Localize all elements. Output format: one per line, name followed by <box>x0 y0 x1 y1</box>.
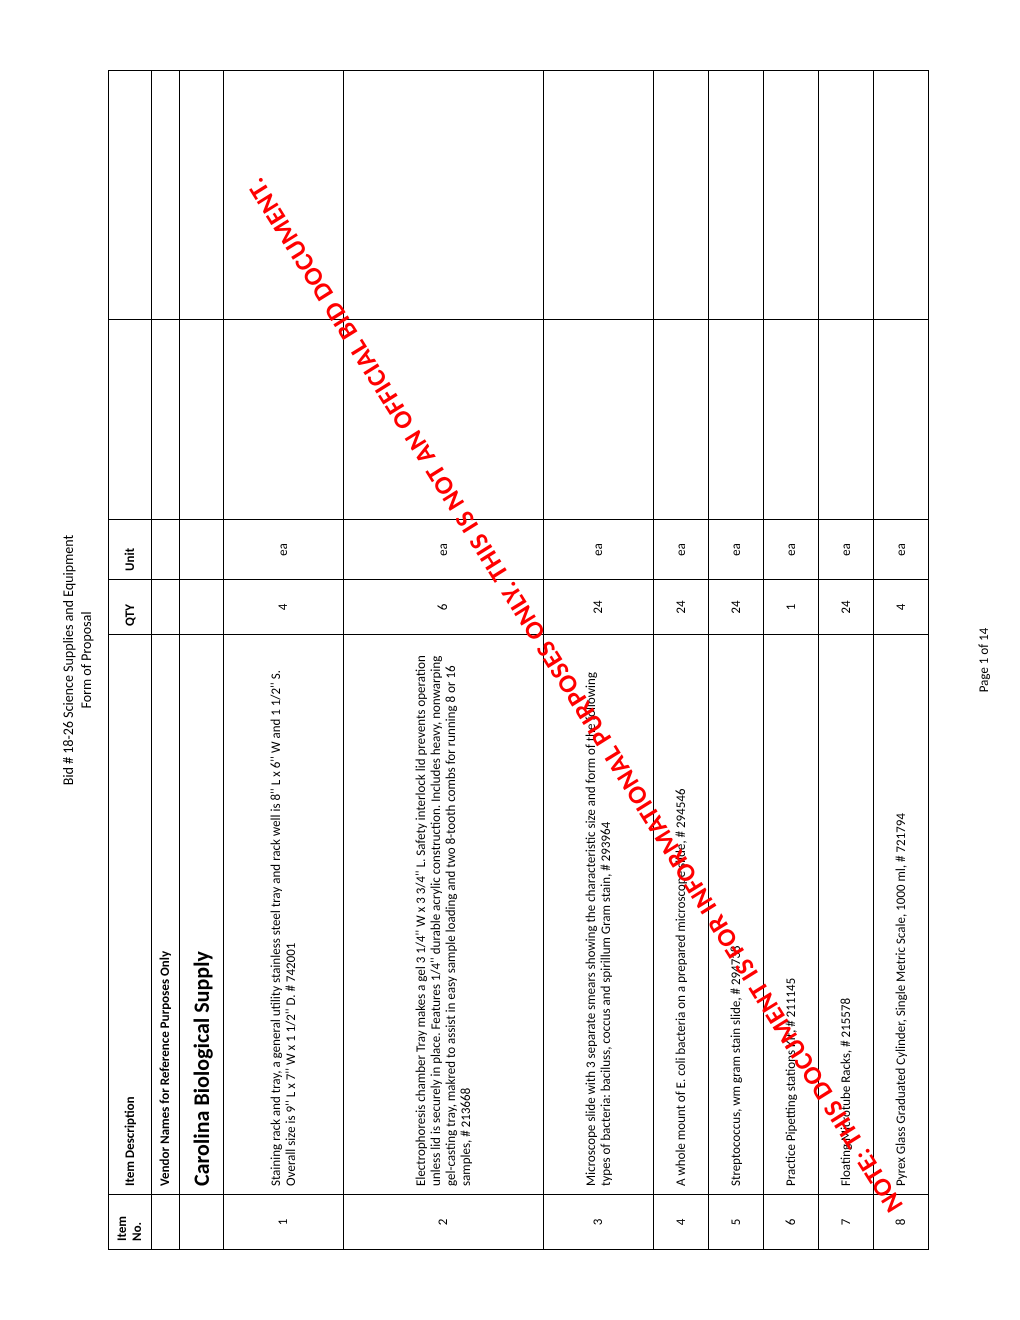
cell-blank-2 <box>344 71 544 320</box>
col-unit: Unit <box>109 520 152 580</box>
cell-blank-1 <box>819 320 874 520</box>
cell-unit: ea <box>654 520 709 580</box>
table-row: 3Microscope slide with 3 separate smears… <box>544 71 654 1250</box>
cell-item-no: 4 <box>654 1195 709 1250</box>
cell-blank-1 <box>874 320 929 520</box>
cell-unit: ea <box>874 520 929 580</box>
title-line-1: Bid # 18-26 Science Supplies and Equipme… <box>60 70 78 1250</box>
cell-blank-2 <box>874 71 929 320</box>
cell-blank-1 <box>344 320 544 520</box>
supplier-name: Carolina Biological Supply <box>180 635 224 1195</box>
cell-blank-1 <box>224 320 344 520</box>
col-blank-2 <box>109 71 152 320</box>
cell-unit: ea <box>544 520 654 580</box>
cell-item-desc: A whole mount of E. coli bacteria on a p… <box>654 635 709 1195</box>
cell-blank-1 <box>544 320 654 520</box>
cell-qty: 24 <box>819 580 874 635</box>
title-line-2: Form of Proposal <box>78 70 96 1250</box>
cell-item-desc: Staining rack and tray, a general utilit… <box>224 635 344 1195</box>
supplier-row: Carolina Biological Supply <box>180 71 224 1250</box>
cell-blank-2 <box>819 71 874 320</box>
cell-unit: ea <box>709 520 764 580</box>
col-qty: QTY <box>109 580 152 635</box>
col-blank-1 <box>109 320 152 520</box>
cell-blank-2 <box>764 71 819 320</box>
cell-item-desc: Practice Pipetting stations Kit, # 21114… <box>764 635 819 1195</box>
cell-unit: ea <box>224 520 344 580</box>
cell-item-no: 3 <box>544 1195 654 1250</box>
cell-blank-1 <box>654 320 709 520</box>
doc-header: Bid # 18-26 Science Supplies and Equipme… <box>60 70 96 1250</box>
cell-qty: 4 <box>874 580 929 635</box>
cell-blank-2 <box>544 71 654 320</box>
cell-item-desc: Pyrex Glass Graduated Cylinder, Single M… <box>874 635 929 1195</box>
cell-item-desc: Streptococcus, wm gram stain slide, # 29… <box>709 635 764 1195</box>
table-header-row: Item No. Item Description QTY Unit <box>109 71 152 1250</box>
table-row: 2Electrophoresis chamber Tray makes a ge… <box>344 71 544 1250</box>
cell-item-desc: Floating Microtube Racks, # 215578 <box>819 635 874 1195</box>
vendor-label: Vendor Names for Reference Purposes Only <box>152 635 180 1195</box>
cell-item-desc: Microscope slide with 3 separate smears … <box>544 635 654 1195</box>
cell-qty: 1 <box>764 580 819 635</box>
table-row: 8Pyrex Glass Graduated Cylinder, Single … <box>874 71 929 1250</box>
cell-qty: 24 <box>544 580 654 635</box>
cell-blank-2 <box>224 71 344 320</box>
cell-qty: 24 <box>709 580 764 635</box>
cell-qty: 6 <box>344 580 544 635</box>
cell-unit: ea <box>764 520 819 580</box>
cell-unit: ea <box>819 520 874 580</box>
table-row: 6Practice Pipetting stations Kit, # 2111… <box>764 71 819 1250</box>
table-row: 5Streptococcus, wm gram stain slide, # 2… <box>709 71 764 1250</box>
page-footer: Page 1 of 14 <box>977 0 992 1320</box>
cell-item-no: 7 <box>819 1195 874 1250</box>
cell-item-desc: Electrophoresis chamber Tray makes a gel… <box>344 635 544 1195</box>
cell-item-no: 6 <box>764 1195 819 1250</box>
proposal-table: Item No. Item Description QTY Unit Vendo… <box>108 70 929 1250</box>
table-row: 4A whole mount of E. coli bacteria on a … <box>654 71 709 1250</box>
cell-item-no: 1 <box>224 1195 344 1250</box>
cell-qty: 4 <box>224 580 344 635</box>
cell-unit: ea <box>344 520 544 580</box>
col-item-no: Item No. <box>109 1195 152 1250</box>
cell-item-no: 5 <box>709 1195 764 1250</box>
cell-item-no: 8 <box>874 1195 929 1250</box>
table-row: 7Floating Microtube Racks, # 21557824ea <box>819 71 874 1250</box>
cell-blank-2 <box>709 71 764 320</box>
vendor-row: Vendor Names for Reference Purposes Only <box>152 71 180 1250</box>
cell-qty: 24 <box>654 580 709 635</box>
cell-blank-1 <box>709 320 764 520</box>
col-item-desc: Item Description <box>109 635 152 1195</box>
cell-blank-2 <box>654 71 709 320</box>
cell-blank-1 <box>764 320 819 520</box>
cell-item-no: 2 <box>344 1195 544 1250</box>
table-row: 1Staining rack and tray, a general utili… <box>224 71 344 1250</box>
